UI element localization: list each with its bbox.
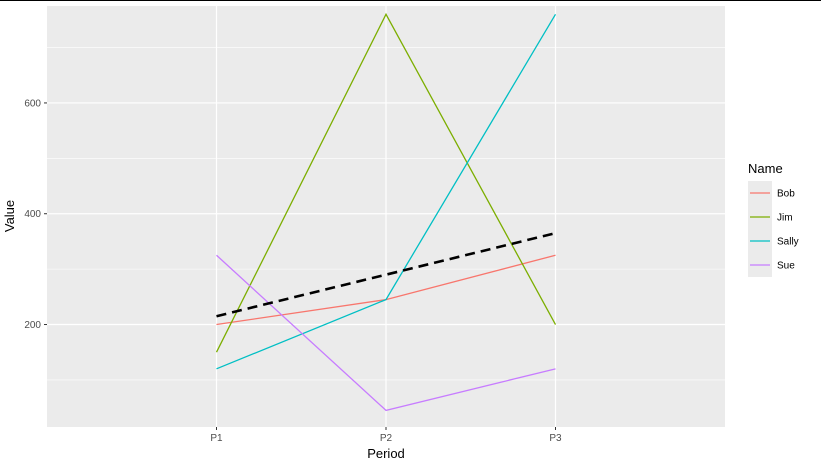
legend-label-bob: Bob bbox=[777, 189, 795, 200]
legend-label-sally: Sally bbox=[777, 237, 799, 248]
trend-line bbox=[216, 231, 556, 318]
trend-line-dashed bbox=[216, 231, 556, 318]
legend-title: Name bbox=[748, 161, 783, 176]
x-axis-title: Period bbox=[367, 446, 405, 461]
legend-label-sue: Sue bbox=[777, 261, 795, 272]
legend: Name Bob Jim Sally Sue bbox=[748, 161, 799, 277]
series-lines bbox=[215, 12, 557, 412]
x-tick-label: P3 bbox=[549, 433, 562, 444]
y-tick-label: 400 bbox=[24, 209, 41, 220]
legend-label-jim: Jim bbox=[777, 213, 793, 224]
series-line-jim bbox=[215, 12, 557, 353]
x-axis-ticks: P1 P2 P3 bbox=[210, 427, 562, 444]
y-axis-title: Value bbox=[2, 200, 17, 232]
series-line-sue bbox=[216, 254, 556, 412]
series-line-sally bbox=[216, 13, 557, 370]
legend-items: Bob Jim Sally Sue bbox=[748, 181, 799, 277]
grid-major bbox=[47, 6, 725, 427]
y-tick-label: 600 bbox=[24, 98, 41, 109]
x-tick-label: P1 bbox=[210, 433, 223, 444]
y-tick-label: 200 bbox=[24, 320, 41, 331]
x-tick-label: P2 bbox=[380, 433, 393, 444]
y-axis-ticks: 200 400 600 bbox=[24, 98, 47, 331]
